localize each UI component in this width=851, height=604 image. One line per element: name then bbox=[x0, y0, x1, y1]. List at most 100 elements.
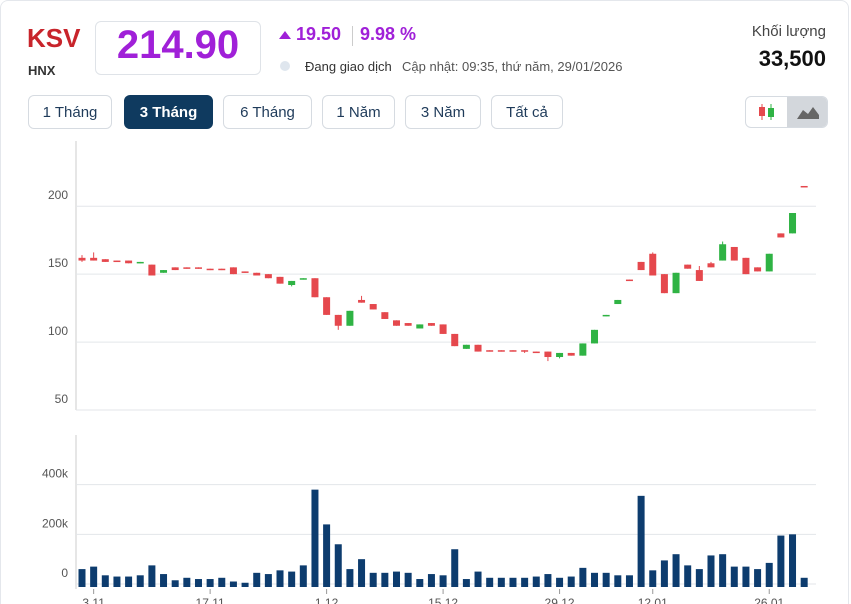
candle-body bbox=[323, 297, 331, 315]
period-tab[interactable]: 1 Năm bbox=[322, 95, 395, 129]
candle-body bbox=[171, 267, 179, 271]
volume-bar bbox=[521, 577, 529, 587]
candle-body bbox=[521, 350, 529, 352]
change: 19.50 bbox=[296, 24, 342, 44]
volume-bar bbox=[591, 572, 599, 587]
volume-bar bbox=[754, 569, 762, 587]
volume-bar bbox=[416, 579, 424, 587]
candle-body bbox=[416, 324, 424, 329]
volume-bar bbox=[183, 577, 191, 587]
candle-body bbox=[532, 351, 540, 354]
candle-body bbox=[125, 260, 133, 264]
candle-body bbox=[474, 344, 482, 352]
area-icon[interactable] bbox=[787, 97, 828, 127]
volume-bar bbox=[509, 577, 517, 587]
candle-body bbox=[113, 260, 121, 263]
period-tab[interactable]: 6 Tháng bbox=[223, 95, 312, 129]
volume-bar bbox=[649, 570, 657, 587]
volume-bar bbox=[637, 495, 645, 587]
volume-bar bbox=[78, 569, 86, 587]
volume-bar bbox=[90, 566, 98, 587]
candle-body bbox=[451, 333, 459, 347]
volume-bar bbox=[579, 567, 587, 587]
volume-bar bbox=[486, 577, 494, 587]
candle-body bbox=[299, 278, 307, 280]
candle-body bbox=[579, 343, 587, 356]
volume-bar bbox=[800, 577, 808, 587]
candle-body bbox=[183, 267, 191, 269]
volume-bar bbox=[253, 572, 261, 587]
volume-bar bbox=[101, 575, 109, 587]
volume-bar bbox=[707, 555, 715, 587]
candle-body bbox=[358, 299, 366, 303]
candle-body bbox=[544, 351, 552, 358]
y-tick-label: 150 bbox=[48, 256, 68, 270]
candle-body bbox=[672, 272, 680, 294]
volume-bar bbox=[684, 565, 692, 587]
x-tick-label: 17.11 bbox=[196, 596, 225, 604]
candle-body bbox=[591, 329, 599, 344]
candle-body bbox=[264, 274, 272, 279]
candle-body bbox=[614, 299, 622, 305]
candle-body bbox=[719, 244, 727, 261]
period-tab[interactable]: Tất cả bbox=[491, 95, 563, 129]
candle-body bbox=[497, 350, 505, 352]
volume-bar bbox=[730, 566, 738, 587]
volume-bar bbox=[160, 574, 168, 587]
candle-body bbox=[637, 261, 645, 271]
candle-icon[interactable] bbox=[746, 97, 787, 127]
volume-bar bbox=[462, 579, 470, 587]
candle-body bbox=[288, 280, 296, 286]
volume-bar bbox=[148, 565, 156, 587]
candle-body bbox=[556, 352, 564, 358]
volume-bar bbox=[311, 489, 319, 587]
candle-body bbox=[160, 270, 168, 273]
up-arrow bbox=[279, 31, 291, 39]
candle-body bbox=[206, 268, 214, 271]
volume-bar bbox=[427, 574, 435, 587]
change-pct: 9.98 % bbox=[360, 24, 417, 44]
candle-body bbox=[649, 253, 657, 276]
candle-body bbox=[392, 320, 400, 326]
volume-bar bbox=[451, 549, 459, 587]
volume-bar bbox=[276, 570, 284, 587]
candle-body bbox=[136, 261, 144, 264]
candle-body bbox=[229, 267, 237, 275]
x-tick-label: 29.12 bbox=[545, 596, 575, 604]
volume-bar bbox=[136, 575, 144, 587]
period-tab[interactable]: 3 Tháng bbox=[124, 95, 213, 129]
volume-bar bbox=[171, 580, 179, 587]
candle-body bbox=[78, 257, 86, 261]
y-tick-label: 50 bbox=[55, 392, 69, 406]
candle-body bbox=[334, 314, 342, 326]
candle-body bbox=[625, 279, 633, 282]
candle-body bbox=[567, 352, 575, 356]
period-tab[interactable]: 3 Năm bbox=[405, 95, 481, 129]
candle-body bbox=[148, 264, 156, 276]
candle-body bbox=[800, 185, 808, 188]
candle-body bbox=[381, 312, 389, 319]
candle-body bbox=[602, 314, 610, 317]
price-box bbox=[95, 21, 261, 75]
candle-body bbox=[346, 310, 354, 326]
candle-body bbox=[404, 323, 412, 326]
candle-body bbox=[509, 350, 517, 352]
volume-bar bbox=[602, 572, 610, 587]
candle-body bbox=[695, 270, 703, 281]
volume-bar bbox=[719, 554, 727, 587]
candle-body bbox=[427, 323, 435, 326]
candle-body bbox=[194, 267, 202, 269]
volume-bar bbox=[334, 544, 342, 587]
y-tick-label: 100 bbox=[48, 324, 68, 338]
volume-label: Khối lượng bbox=[751, 23, 826, 40]
period-tab[interactable]: 1 Tháng bbox=[28, 95, 112, 129]
candle-body bbox=[777, 233, 785, 238]
volume-bar bbox=[229, 581, 237, 587]
y-tick-label: 200 bbox=[48, 188, 68, 202]
volume-bar bbox=[299, 565, 307, 587]
volume-bar bbox=[113, 576, 121, 587]
volume-bar bbox=[544, 574, 552, 587]
volume-bar bbox=[660, 560, 668, 587]
candle-body bbox=[253, 272, 261, 276]
